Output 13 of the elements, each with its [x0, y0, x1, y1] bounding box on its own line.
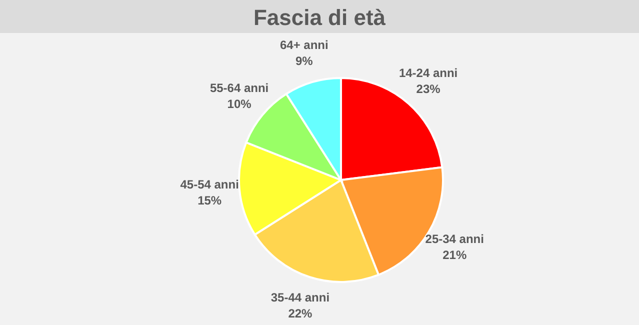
slice-label: 35-44 anni [270, 290, 330, 305]
chart-title: Fascia di età [253, 5, 386, 30]
data-label: 21% [442, 248, 467, 262]
slice-label: 64+ anni [280, 38, 328, 52]
data-label: 23% [416, 82, 441, 96]
slice-label: 55-64 anni [210, 80, 269, 95]
slice-label: 45-54 anni [180, 177, 239, 192]
data-label: 15% [198, 193, 222, 208]
data-label: 22% [288, 306, 313, 321]
slice-label: 14-24 anni [398, 66, 458, 80]
data-label: 10% [227, 96, 252, 111]
slice-label: 25-34 anni [425, 232, 484, 246]
data-label: 9% [296, 54, 314, 68]
